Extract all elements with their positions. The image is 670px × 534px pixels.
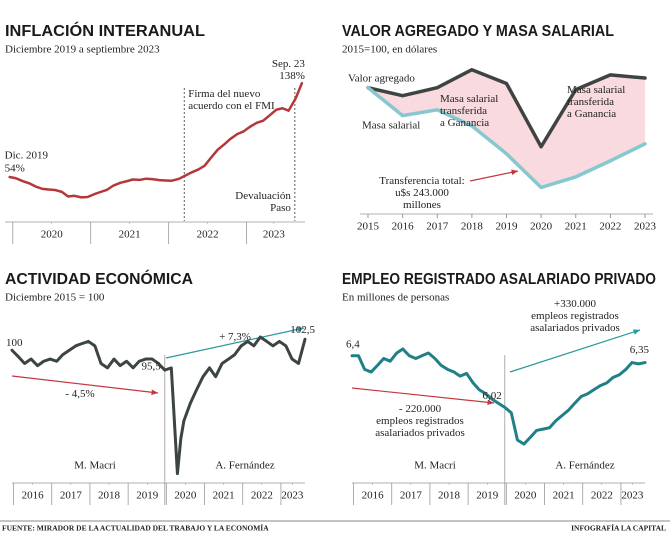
period-label: M. Macri	[74, 460, 116, 472]
trend-arrow-head	[297, 326, 304, 333]
value-label: 54%	[5, 163, 25, 175]
trend-arrow	[351, 387, 495, 404]
annotation-arrow	[469, 170, 519, 182]
value-label: 100	[6, 337, 23, 349]
trend-arrow-head	[151, 389, 158, 395]
footer-source: FUENTE: MIRADOR DE LA ACTUALIDAD DEL TRA…	[2, 523, 269, 533]
x-tick-label: 2019	[496, 221, 519, 233]
series-line	[10, 335, 307, 476]
footer-credit: INFOGRAFÍA LA CAPITAL	[571, 523, 666, 533]
x-tick-label: 2018	[98, 490, 121, 502]
x-tick-label: 2020	[530, 221, 553, 233]
x-tick-label: 2023	[281, 490, 304, 502]
x-tick-label: 2020	[174, 490, 197, 502]
point-label: Dic. 2019	[5, 150, 49, 162]
chart-subtitle: Diciembre 2019 a septiembre 2023	[5, 44, 160, 56]
chart-title: ACTIVIDAD ECONÓMICA	[5, 269, 193, 288]
x-tick-label: 2020	[514, 490, 537, 502]
value-label: 6,02	[483, 390, 502, 402]
x-tick-label: 2015	[357, 221, 380, 233]
x-tick-label: 2023	[634, 221, 657, 233]
value-label: 102,5	[290, 324, 315, 336]
series-label: Valor agregado	[348, 73, 415, 85]
x-tick-label: 2021	[213, 490, 235, 502]
x-tick-label: 2018	[438, 490, 461, 502]
chart-subtitle: 2015=100, en dólares	[342, 44, 437, 56]
chart-title: INFLACIÓN INTERANUAL	[5, 21, 205, 40]
x-tick-label: 2016	[362, 490, 385, 502]
series-line	[8, 81, 304, 199]
trend-arrow-head	[487, 399, 494, 406]
annotation-arrow-head	[511, 169, 518, 175]
x-tick-label: 2021	[565, 221, 587, 233]
x-tick-label: 2023	[621, 490, 644, 502]
chart-title: EMPLEO REGISTRADO ASALARIADO PRIVADO	[342, 271, 656, 288]
value-label: 95,5	[142, 361, 162, 373]
trend-arrow	[165, 327, 305, 359]
value-label: 6,4	[346, 338, 360, 350]
chart-subtitle: Diciembre 2015 = 100	[5, 292, 105, 304]
x-tick-label: 2022	[251, 490, 273, 502]
x-tick-label: 2019	[136, 490, 159, 502]
x-tick-label: 2017	[400, 490, 423, 502]
x-tick-label: 2019	[476, 490, 499, 502]
x-tick-label: 2016	[22, 490, 45, 502]
trend-arrow-head	[633, 329, 640, 335]
series-label: Masa salarial	[362, 120, 420, 132]
x-tick-label: 2022	[591, 490, 613, 502]
x-tick-label: 2023	[263, 229, 286, 241]
series-line	[350, 347, 647, 446]
x-tick-label: 2022	[197, 229, 219, 241]
chart-subtitle: En millones de personas	[342, 292, 449, 304]
value-label: 6,35	[630, 344, 650, 356]
trend-arrow	[11, 375, 159, 394]
series-line	[366, 85, 647, 190]
x-tick-label: 2020	[41, 229, 64, 241]
trend-arrow	[509, 329, 641, 373]
chart-title: VALOR AGREGADO Y MASA SALARIAL	[342, 23, 614, 40]
period-label: M. Macri	[414, 460, 456, 472]
x-tick-label: 2018	[461, 221, 484, 233]
x-tick-label: 2017	[60, 490, 83, 502]
x-tick-label: 2021	[553, 490, 575, 502]
x-tick-label: 2021	[119, 229, 141, 241]
period-label: A. Fernández	[555, 460, 614, 472]
point-label: Sep. 23	[272, 58, 306, 70]
transfer-area	[368, 69, 645, 188]
x-tick-label: 2016	[392, 221, 415, 233]
period-label: A. Fernández	[215, 460, 274, 472]
x-tick-label: 2022	[599, 221, 621, 233]
value-label: 138%	[279, 70, 305, 82]
x-tick-label: 2017	[426, 221, 449, 233]
series-line	[366, 67, 647, 149]
